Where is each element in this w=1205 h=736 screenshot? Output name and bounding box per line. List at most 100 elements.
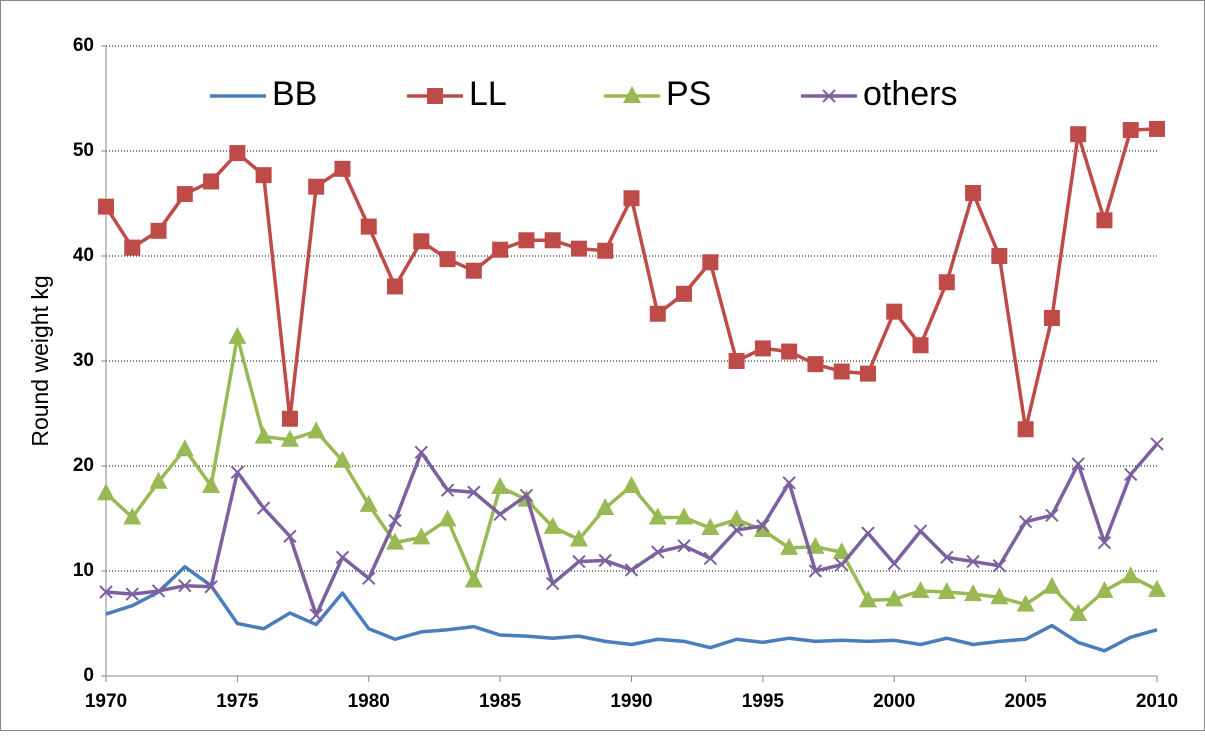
x-tick-label: 2000 bbox=[873, 691, 915, 712]
data-point bbox=[937, 582, 956, 599]
y-tick-label: 50 bbox=[73, 140, 94, 161]
x-tick-label: 1975 bbox=[216, 691, 259, 712]
data-point bbox=[1096, 212, 1113, 229]
data-point bbox=[544, 232, 561, 249]
legend-marker bbox=[822, 89, 836, 103]
data-point bbox=[1016, 594, 1035, 612]
data-point bbox=[703, 551, 718, 566]
data-point bbox=[1069, 604, 1088, 622]
data-point bbox=[123, 507, 142, 525]
data-point bbox=[832, 542, 851, 560]
data-point bbox=[727, 509, 746, 527]
data-point bbox=[1124, 467, 1138, 482]
data-point bbox=[1018, 514, 1033, 529]
data-point bbox=[806, 536, 825, 554]
data-point bbox=[202, 475, 221, 493]
data-point bbox=[834, 557, 849, 572]
data-point bbox=[412, 527, 431, 545]
data-point bbox=[440, 483, 455, 497]
data-point bbox=[203, 173, 220, 190]
data-point bbox=[965, 185, 982, 201]
data-point bbox=[887, 556, 901, 571]
data-point bbox=[464, 570, 483, 588]
data-point bbox=[912, 337, 929, 354]
data-point bbox=[1071, 457, 1085, 471]
data-point bbox=[861, 526, 875, 540]
legend-marker bbox=[427, 88, 443, 104]
data-point bbox=[1017, 421, 1034, 438]
data-point bbox=[701, 517, 720, 535]
data-point bbox=[228, 326, 247, 344]
data-point bbox=[597, 242, 614, 259]
data-point bbox=[1149, 120, 1165, 137]
data-point bbox=[543, 516, 562, 534]
data-point bbox=[335, 550, 350, 565]
data-point bbox=[913, 524, 928, 538]
data-point bbox=[729, 523, 744, 537]
data-point bbox=[386, 532, 405, 550]
data-point bbox=[280, 429, 299, 447]
data-point bbox=[333, 450, 352, 468]
data-point bbox=[648, 507, 667, 525]
data-point bbox=[598, 553, 612, 568]
data-point bbox=[125, 587, 139, 601]
data-point bbox=[414, 445, 429, 460]
data-point bbox=[175, 439, 194, 457]
x-tick-label: 1995 bbox=[742, 691, 785, 712]
data-point bbox=[572, 554, 586, 569]
data-point bbox=[622, 475, 641, 493]
x-tick-label: 1970 bbox=[85, 691, 127, 712]
data-point bbox=[782, 476, 796, 490]
data-point bbox=[570, 240, 587, 257]
data-point bbox=[624, 563, 639, 577]
data-point bbox=[491, 477, 510, 494]
data-point bbox=[728, 353, 745, 369]
data-point bbox=[307, 421, 326, 439]
data-point bbox=[150, 222, 167, 239]
legend-label: LL bbox=[469, 75, 507, 113]
data-point bbox=[492, 241, 509, 258]
data-point bbox=[990, 587, 1009, 605]
x-tick-label: 2005 bbox=[1004, 691, 1047, 712]
x-tick-label: 1980 bbox=[348, 691, 390, 712]
data-point bbox=[1043, 309, 1060, 326]
data-point bbox=[229, 145, 246, 162]
data-point bbox=[359, 494, 378, 512]
data-point bbox=[1150, 437, 1164, 451]
data-point bbox=[756, 519, 770, 533]
data-point bbox=[781, 343, 798, 360]
data-point bbox=[283, 529, 297, 544]
data-point bbox=[859, 365, 876, 382]
data-point bbox=[753, 520, 772, 538]
data-point bbox=[675, 507, 694, 525]
data-point bbox=[309, 608, 323, 622]
data-point bbox=[256, 501, 271, 515]
data-point bbox=[230, 465, 245, 480]
data-point bbox=[596, 498, 615, 515]
data-point bbox=[545, 576, 560, 591]
data-point bbox=[308, 178, 325, 195]
y-tick-label: 0 bbox=[83, 665, 94, 686]
data-point bbox=[623, 190, 640, 207]
data-point bbox=[808, 564, 823, 578]
data-point bbox=[97, 483, 115, 501]
data-point bbox=[1070, 126, 1087, 143]
data-point bbox=[413, 233, 430, 250]
data-point bbox=[98, 198, 114, 215]
data-point bbox=[493, 507, 507, 522]
data-point bbox=[99, 585, 113, 599]
data-point bbox=[334, 160, 351, 177]
data-point bbox=[991, 248, 1008, 264]
y-tick-label: 40 bbox=[73, 245, 94, 266]
data-point bbox=[992, 559, 1007, 573]
data-point bbox=[519, 488, 534, 503]
data-point bbox=[649, 305, 666, 322]
series-line bbox=[105, 565, 1158, 653]
data-point bbox=[807, 356, 824, 373]
data-point bbox=[255, 167, 272, 184]
data-point bbox=[1095, 580, 1114, 598]
data-point bbox=[254, 426, 273, 444]
data-point bbox=[1148, 579, 1166, 597]
